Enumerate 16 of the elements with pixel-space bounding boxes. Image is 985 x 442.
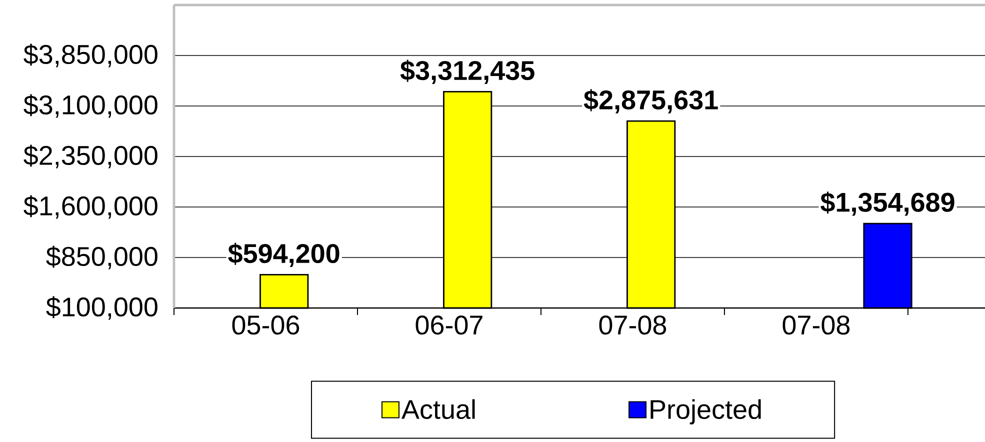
y-tick-label: $3,100,000: [24, 94, 158, 118]
data-label: $3,312,435: [400, 60, 534, 84]
x-tick-label: 05-06: [232, 316, 300, 335]
data-label: $594,200: [228, 242, 340, 268]
y-tick-label: $100,000: [46, 296, 158, 320]
legend-label: Projected: [650, 399, 761, 424]
data-label: $1,354,689: [820, 192, 954, 216]
x-tick-label: 07-08: [599, 316, 666, 335]
x-tick-label: 06-07: [416, 316, 482, 335]
data-label: $2,875,631: [584, 89, 718, 114]
x-tick-label: 07-08: [782, 316, 850, 335]
y-tick-label: $2,350,000: [24, 144, 158, 168]
y-tick-label: $850,000: [46, 246, 158, 270]
y-tick-label: $3,850,000: [24, 44, 158, 68]
y-tick-label: $1,600,000: [24, 195, 158, 219]
legend-label: Actual: [402, 399, 475, 420]
